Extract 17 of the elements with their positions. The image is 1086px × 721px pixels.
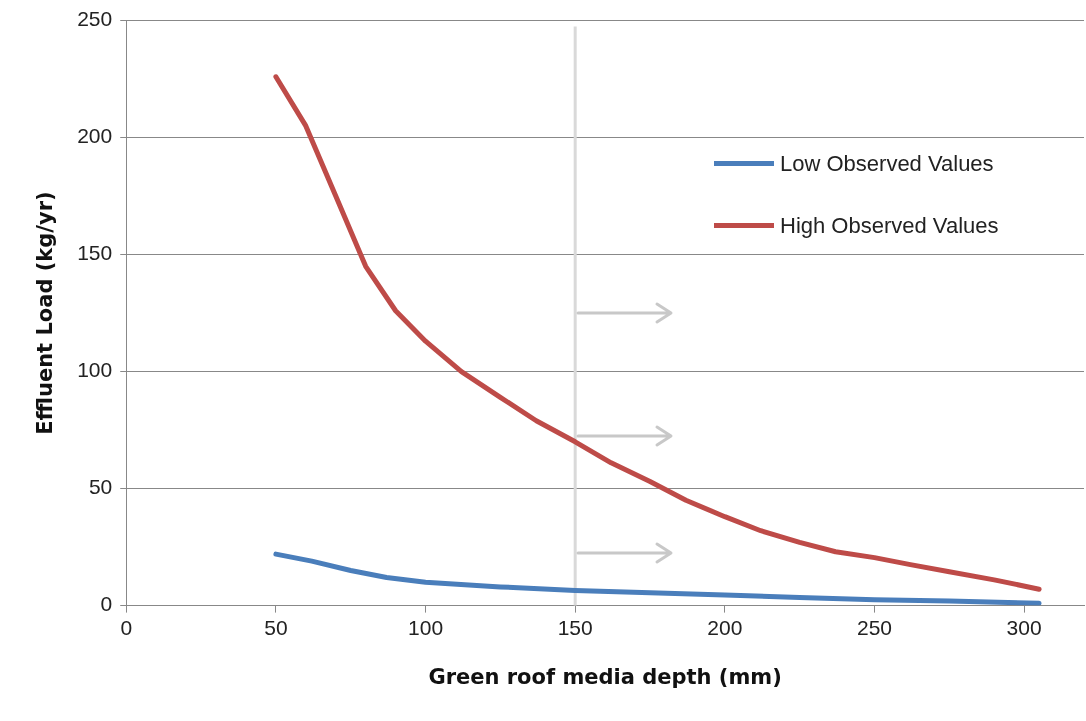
x-tick-label: 0 [120, 616, 133, 639]
x-tick-label: 100 [408, 616, 444, 639]
y-tick-label: 150 [77, 241, 113, 265]
y-axis-title: Effluent Load (kg/yr) [33, 191, 58, 435]
x-tick-label: 50 [264, 616, 288, 639]
x-axis-title: Green roof media depth (mm) [428, 664, 782, 689]
y-tick-label: 50 [88, 475, 113, 499]
y-tick-label: 250 [77, 7, 113, 31]
x-tick-label: 150 [557, 616, 593, 639]
legend-label: High Observed Values [780, 212, 999, 239]
x-tick-label: 300 [1006, 616, 1042, 639]
y-tick-label: 200 [77, 124, 113, 148]
x-tick-label: 250 [856, 616, 893, 639]
x-tick-label: 200 [707, 616, 743, 639]
y-tick-label: 0 [100, 592, 113, 616]
y-tick-label: 100 [77, 358, 113, 382]
legend-label: Low Observed Values [780, 150, 994, 177]
